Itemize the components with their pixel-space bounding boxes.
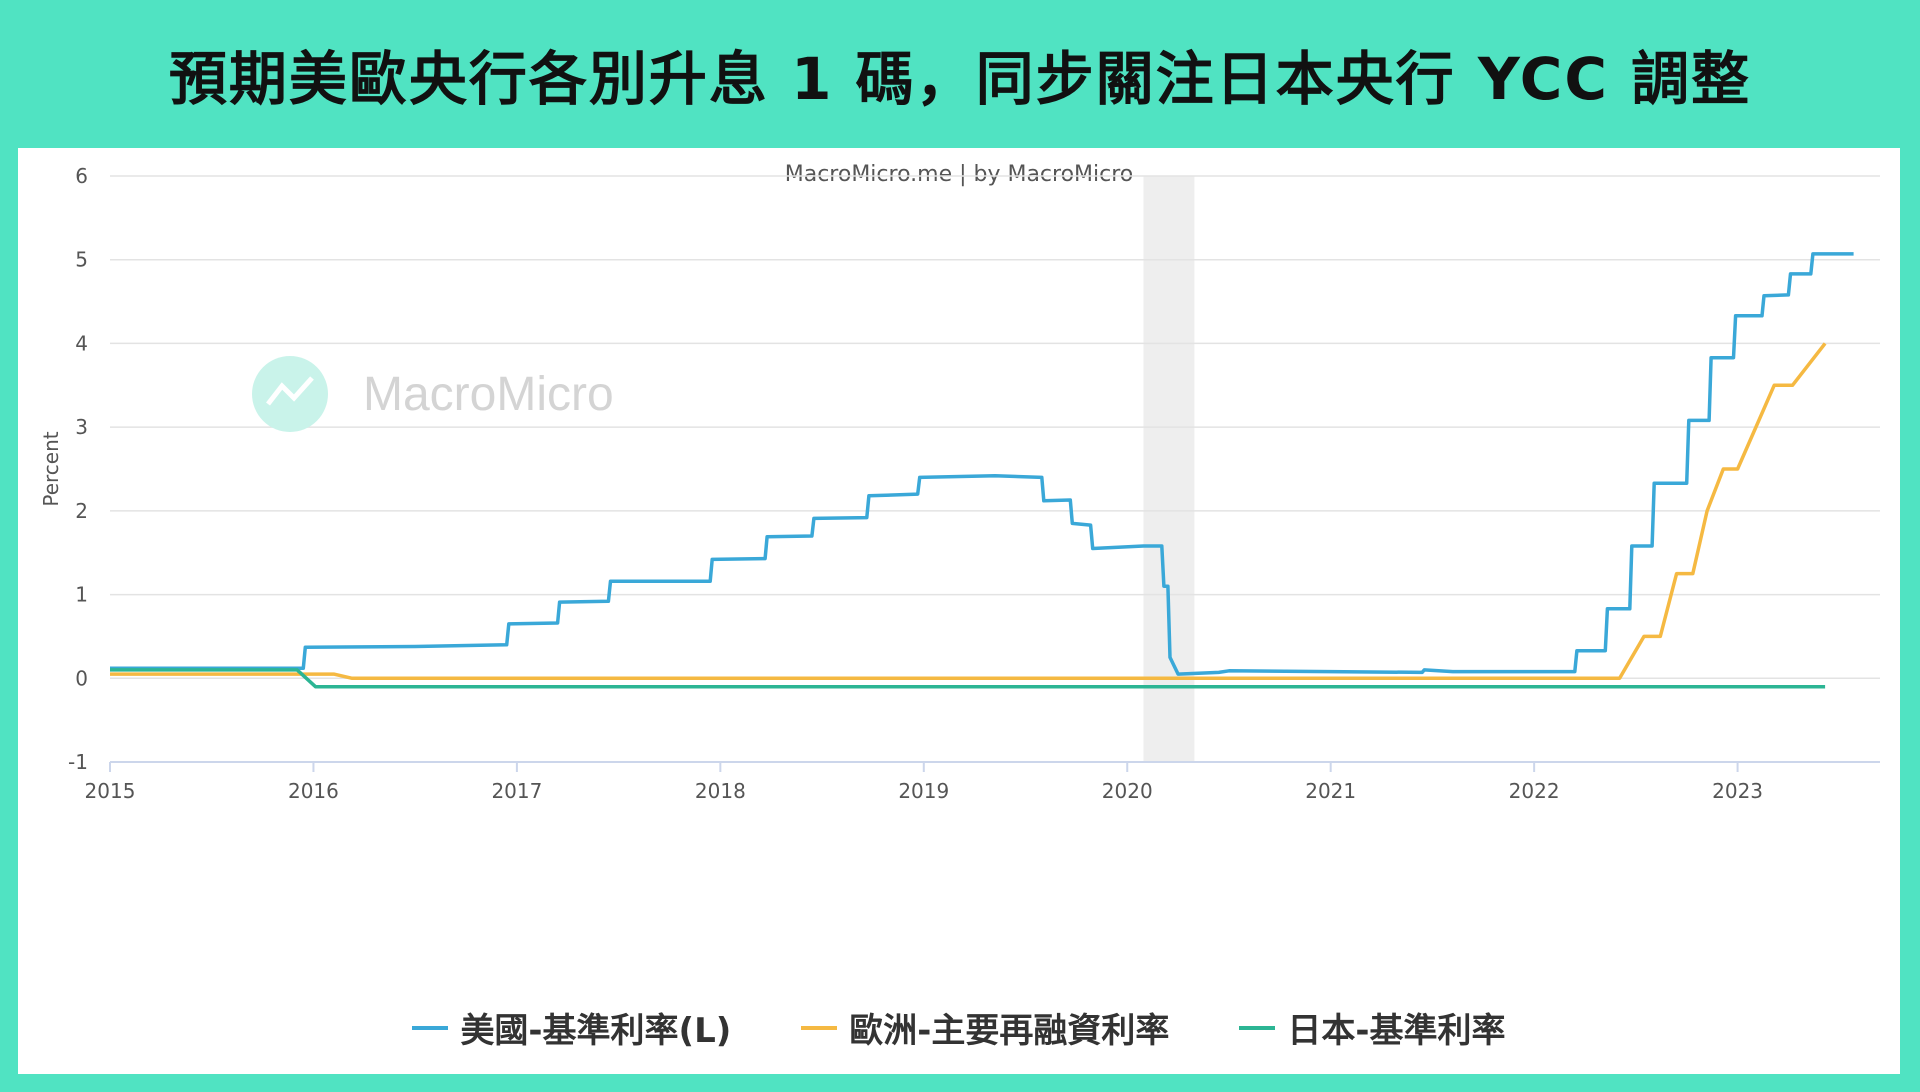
legend-item-us[interactable]: 美國-基準利率(L) (412, 1003, 731, 1052)
y-tick-label: 4 (75, 331, 88, 355)
y-tick-label: 5 (75, 248, 88, 272)
x-tick-label: 2022 (1509, 779, 1560, 803)
series-line-jp (110, 668, 1826, 689)
legend-label-us: 美國-基準利率(L) (460, 1011, 732, 1051)
recession-shading (1143, 176, 1195, 762)
legend-label-jp: 日本-基準利率 (1287, 1011, 1506, 1051)
x-tick-label: 2019 (898, 779, 949, 803)
legend-item-jp[interactable]: 日本-基準利率 (1239, 1003, 1506, 1052)
gridlines (110, 175, 1880, 763)
y-tick-label: 0 (75, 666, 88, 690)
shaded-period (1143, 176, 1195, 762)
series-line-us (110, 252, 1854, 676)
x-tick-label: 2016 (288, 779, 339, 803)
y-tick-label: 3 (75, 415, 88, 439)
legend-swatch-jp (1239, 1025, 1276, 1030)
y-tick-label: 1 (75, 583, 88, 607)
legend-swatch-us (412, 1025, 449, 1030)
line-chart: MacroMicro -1 0 1 2 3 4 5 6 2015 2016 2017 2018 2019… (39, 164, 1880, 803)
chart-legend: 美國-基準利率(L) 歐洲-主要再融資利率 日本-基準利率 (18, 1003, 1900, 1052)
y-tick-label: -1 (68, 750, 88, 774)
x-tick-label: 2021 (1305, 779, 1356, 803)
watermark-logo-chart-icon (266, 376, 314, 406)
series-line-eu (110, 342, 1827, 681)
y-tick-label: 2 (75, 499, 88, 523)
chart-panel: MacroMicro.me | by MacroMicro MacroMicro… (18, 148, 1900, 1074)
x-tick-label: 2020 (1102, 779, 1153, 803)
y-axis-label: Percent (39, 431, 63, 506)
legend-label-eu: 歐洲-主要再融資利率 (849, 1011, 1170, 1051)
x-tick-label: 2023 (1712, 779, 1763, 803)
axes: -1 0 1 2 3 4 5 6 2015 2016 2017 2018 2019 2020 2021 202… (39, 164, 1880, 803)
y-tick-label: 6 (75, 164, 88, 188)
watermark: MacroMicro (252, 356, 614, 432)
x-tick-label: 2017 (491, 779, 542, 803)
legend-item-eu[interactable]: 歐洲-主要再融資利率 (801, 1003, 1169, 1052)
watermark-text: MacroMicro (363, 368, 614, 421)
chart-headline: 預期美歐央行各別升息 1 碼，同步關注日本央行 YCC 調整 (168, 45, 1752, 113)
x-tick-label: 2018 (695, 779, 746, 803)
series-lines (110, 252, 1854, 689)
legend-swatch-eu (801, 1025, 838, 1030)
source-credit: MacroMicro.me | by MacroMicro (784, 162, 1134, 187)
x-tick-label: 2015 (85, 779, 136, 803)
